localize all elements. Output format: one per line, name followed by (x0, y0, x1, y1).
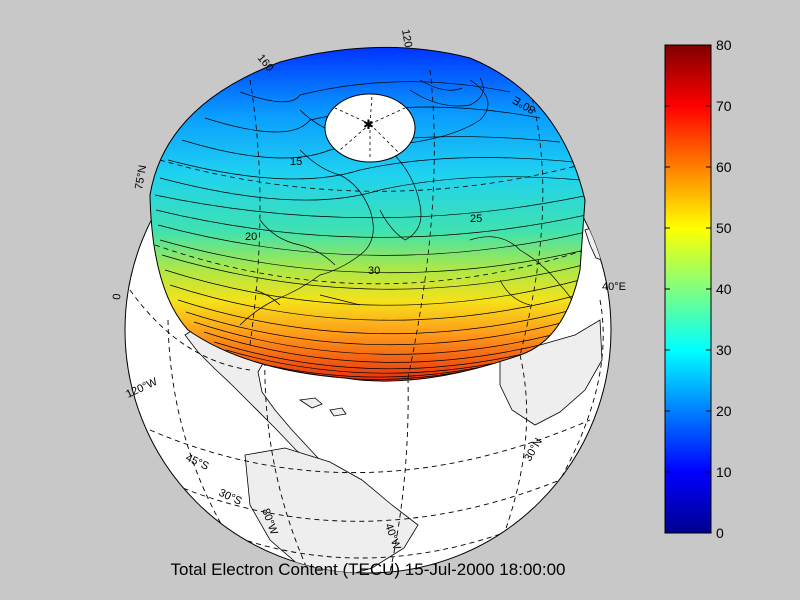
north-pole-marker: ✱ (363, 117, 374, 132)
colorbar: 0 10 20 30 40 50 60 70 80 (664, 37, 732, 541)
africa-land (499, 319, 603, 426)
label-120e: 120 (399, 28, 414, 48)
label-75n: 75°N (133, 164, 149, 190)
colorbar-tick-label: 50 (716, 220, 732, 236)
contour-label-15: 15 (290, 156, 302, 168)
colorbar-tick-label: 40 (716, 281, 732, 297)
caribbean-islands (298, 397, 347, 417)
colorbar-gradient (664, 44, 712, 534)
label-0: 0 (111, 293, 123, 300)
tec-cap: 20 30 15 25 (149, 46, 586, 382)
figure-title: Total Electron Content (TECU) 15-Jul-200… (171, 560, 566, 579)
colorbar-tick-label: 20 (716, 403, 732, 419)
colorbar-tick-label: 60 (716, 159, 732, 175)
south-america-land (244, 447, 419, 573)
contour-label-20: 20 (245, 231, 257, 243)
cap-graticule (154, 69, 585, 379)
contour-label-25: 25 (470, 213, 482, 225)
contour-label-30: 30 (368, 265, 380, 277)
colorbar-tick-label: 80 (716, 37, 732, 53)
colorbar-tick-label: 0 (716, 525, 724, 541)
contour-labels: 20 30 15 25 (245, 156, 482, 277)
colorbar-tick-label: 70 (716, 98, 732, 114)
pole-hole: ✱ (324, 93, 416, 163)
tec-contours (154, 77, 585, 380)
pole-meridians (334, 94, 406, 160)
cap-coastlines (239, 149, 581, 326)
colorbar-ticks: 0 10 20 30 40 50 60 70 80 (665, 37, 732, 541)
pole-hole-fill (324, 93, 416, 163)
colorbar-tick-label: 30 (716, 342, 732, 358)
label-40e: 40°E (602, 281, 626, 293)
colorbar-tick-label: 10 (716, 464, 732, 480)
